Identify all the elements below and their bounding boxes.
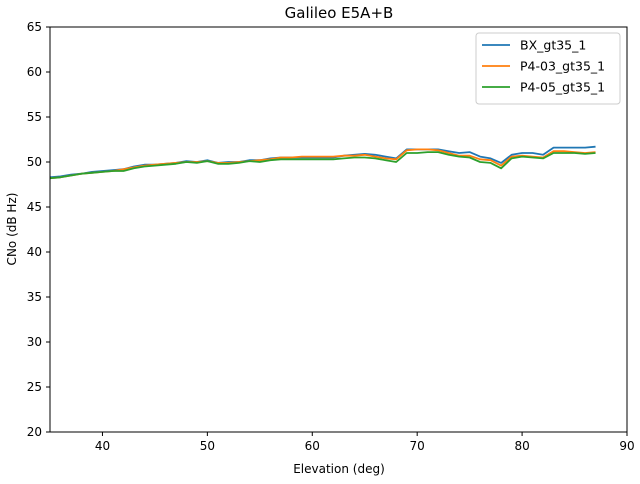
y-tick-label: 30 bbox=[27, 335, 42, 349]
axes: 40 50 60 70 80 90 20 25 30 35 40 45 50 55 60 65 bbox=[27, 20, 635, 453]
plot-area bbox=[50, 145, 596, 180]
y-tick-label: 65 bbox=[27, 20, 42, 34]
legend-box bbox=[475, 32, 621, 105]
series-line-3 bbox=[50, 151, 596, 180]
x-tick-label: 70 bbox=[410, 439, 425, 453]
y-tick-label: 40 bbox=[27, 245, 42, 259]
y-tick-label: 20 bbox=[27, 425, 42, 439]
legend: BX_gt35_1 P4-03_gt35_1 P4-05_gt35_1 bbox=[475, 32, 621, 105]
y-tick-label: 60 bbox=[27, 65, 42, 79]
x-tick-label: 80 bbox=[514, 439, 529, 453]
y-tick-label: 45 bbox=[27, 200, 42, 214]
y-tick-label: 55 bbox=[27, 110, 42, 124]
x-tick-label: 40 bbox=[95, 439, 110, 453]
x-tick-label: 50 bbox=[200, 439, 215, 453]
x-tick-label: 60 bbox=[305, 439, 320, 453]
legend-label-3: P4-05_gt35_1 bbox=[520, 80, 605, 95]
y-axis-label: CNo (dB Hz) bbox=[5, 193, 19, 266]
y-tick-label: 25 bbox=[27, 380, 42, 394]
x-tick-label: 90 bbox=[619, 439, 634, 453]
x-axis-label: Elevation (deg) bbox=[293, 462, 385, 476]
y-tick-label: 50 bbox=[27, 155, 42, 169]
y-tick-label: 35 bbox=[27, 290, 42, 304]
axes-frame bbox=[49, 26, 628, 433]
legend-label-2: P4-03_gt35_1 bbox=[520, 59, 605, 74]
chart-title: Galileo E5A+B bbox=[285, 4, 394, 22]
legend-label-1: BX_gt35_1 bbox=[520, 38, 586, 53]
